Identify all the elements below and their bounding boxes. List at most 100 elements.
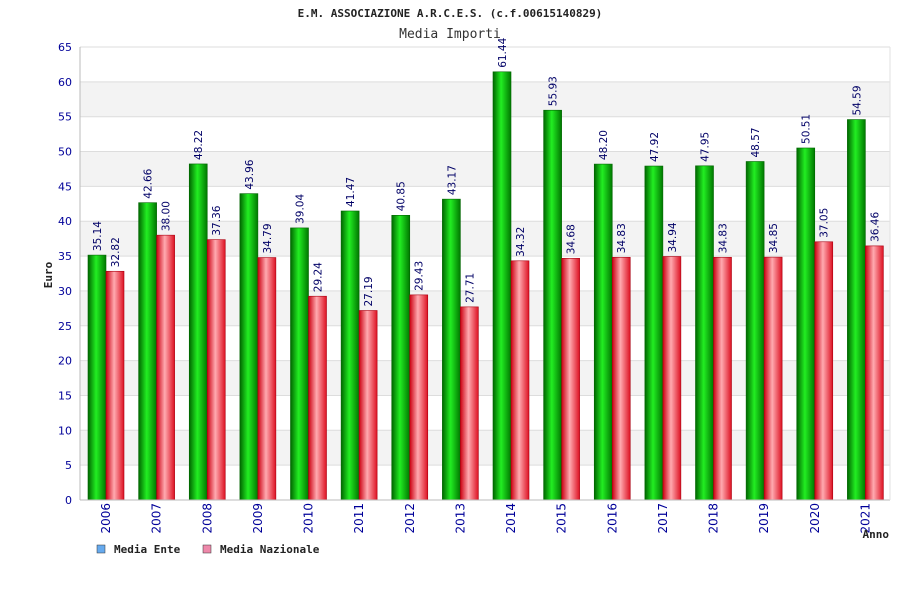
y-tick-label: 5 [65, 459, 72, 472]
bar-value-label: 48.22 [193, 130, 205, 160]
grid-band [80, 81, 890, 117]
legend: Media Ente Media Nazionale [96, 543, 320, 556]
bar-value-label: 48.57 [750, 127, 762, 157]
x-tick-label: 2018 [707, 503, 721, 534]
bar-value-label: 43.96 [244, 159, 256, 189]
bar-media-ente-2020 [796, 147, 816, 501]
bar-media-ente-2017 [644, 165, 664, 501]
y-tick-label: 60 [58, 76, 72, 89]
y-tick-label: 65 [58, 41, 72, 54]
bar-media-nazionale-2010 [308, 295, 327, 501]
bar-value-label: 34.83 [718, 223, 730, 253]
bar-media-nazionale-2018 [713, 256, 732, 501]
bar-media-nazionale-2014 [510, 260, 530, 501]
bar-value-label: 47.92 [649, 132, 661, 162]
bar-media-ente-2009 [239, 193, 259, 501]
y-tick-label: 10 [58, 424, 72, 437]
bar-media-ente-2013 [442, 198, 461, 501]
bar-value-label: 47.95 [700, 132, 712, 162]
y-tick-label: 25 [58, 320, 72, 333]
bar-media-nazionale-2006 [105, 270, 125, 501]
bar-value-label: 34.79 [262, 223, 274, 253]
x-tick-label: 2011 [352, 503, 366, 534]
bar-value-label: 34.94 [667, 222, 679, 252]
x-tick-label: 2020 [808, 503, 822, 534]
x-tick-labels: 2006 2007 2008 2009 2010 2011 2012 2013 2014 2015… [99, 503, 872, 534]
legend-label-media-ente: Media Ente [114, 543, 181, 556]
x-tick-label: 2016 [605, 503, 619, 534]
bar-value-label: 36.46 [869, 212, 881, 242]
bar-value-label: 34.85 [768, 223, 780, 253]
x-tick-label: 2008 [200, 503, 214, 534]
bar-value-label: 40.85 [396, 181, 408, 211]
bar-media-ente-2015 [543, 109, 562, 501]
x-tick-label: 2010 [302, 503, 316, 534]
bar-value-label: 48.20 [598, 130, 610, 160]
bar-value-label: 34.32 [515, 227, 527, 257]
x-tick-label: 2009 [251, 503, 265, 534]
bar-value-label: 32.82 [110, 237, 122, 267]
bar-value-label: 54.59 [851, 85, 863, 115]
bar-value-label: 34.68 [566, 224, 578, 254]
bar-value-labels: 35.14 32.82 42.66 38.00 48.22 37.36 43.96 34.79… [92, 37, 881, 306]
x-tick-label: 2006 [99, 503, 113, 534]
bar-media-ente-2019 [745, 161, 765, 501]
y-tick-label: 50 [58, 146, 72, 159]
bar-media-ente-2011 [340, 210, 360, 501]
bar-media-nazionale-2021 [865, 245, 884, 501]
bar-media-ente-2014 [492, 71, 512, 501]
bar-media-ente-2016 [593, 163, 613, 501]
bar-media-nazionale-2012 [409, 294, 429, 501]
bar-media-ente-2008 [188, 163, 208, 501]
bar-media-nazionale-2020 [814, 241, 834, 501]
bar-value-label: 55.93 [548, 76, 560, 106]
bar-value-label: 29.24 [313, 262, 325, 292]
chart-title: E.M. ASSOCIAZIONE A.R.C.E.S. (c.f.006151… [298, 7, 603, 20]
bar-value-label: 35.14 [92, 221, 104, 251]
y-tick-label: 0 [65, 494, 72, 507]
bar-media-nazionale-2013 [460, 306, 479, 501]
bar-media-ente-2021 [847, 119, 866, 501]
x-tick-label: 2012 [403, 503, 417, 534]
chart-subtitle: Media Importi [399, 27, 501, 42]
axes [79, 47, 891, 501]
y-tick-label: 20 [58, 355, 72, 368]
y-tick-label: 15 [58, 389, 72, 402]
bar-media-ente-2007 [138, 202, 157, 501]
bar-value-label: 34.83 [616, 223, 628, 253]
bar-value-label: 27.19 [363, 276, 375, 306]
bar-media-ente-2006 [87, 254, 107, 501]
x-tick-label: 2007 [150, 503, 164, 534]
x-axis-label: Anno [863, 528, 890, 541]
bar-value-label: 39.04 [295, 194, 307, 224]
bar-value-label: 43.17 [446, 165, 458, 195]
x-tick-label: 2015 [555, 503, 569, 534]
x-tick-label: 2013 [453, 503, 467, 534]
bar-value-label: 41.47 [345, 177, 357, 207]
x-tick-label: 2019 [757, 503, 771, 534]
bar-value-label: 37.05 [819, 208, 831, 238]
bar-value-label: 61.44 [497, 37, 509, 67]
bar-media-nazionale-2007 [156, 234, 175, 501]
bar-media-nazionale-2009 [257, 257, 277, 501]
bar-media-nazionale-2017 [662, 256, 682, 501]
bar-media-ente-2018 [695, 165, 714, 501]
x-tick-label: 2021 [858, 503, 872, 534]
x-tick-label: 2014 [504, 503, 518, 534]
bar-value-label: 29.43 [414, 261, 426, 291]
bar-value-label: 42.66 [143, 168, 155, 198]
y-tick-label: 30 [58, 285, 72, 298]
legend-label-media-nazionale: Media Nazionale [220, 543, 320, 556]
bar-media-nazionale-2011 [358, 310, 378, 501]
y-tick-label: 55 [58, 111, 72, 124]
bar-media-nazionale-2015 [561, 258, 580, 501]
legend-swatch-media-ente [96, 544, 106, 554]
legend-swatch-media-nazionale [202, 544, 212, 554]
bar-value-label: 38.00 [161, 201, 173, 231]
bar-value-label: 50.51 [801, 114, 813, 144]
bar-value-label: 37.36 [211, 205, 223, 235]
y-tick-label: 45 [58, 180, 72, 193]
bar-media-ente-2012 [391, 215, 411, 501]
bar-value-label: 27.71 [464, 273, 476, 303]
